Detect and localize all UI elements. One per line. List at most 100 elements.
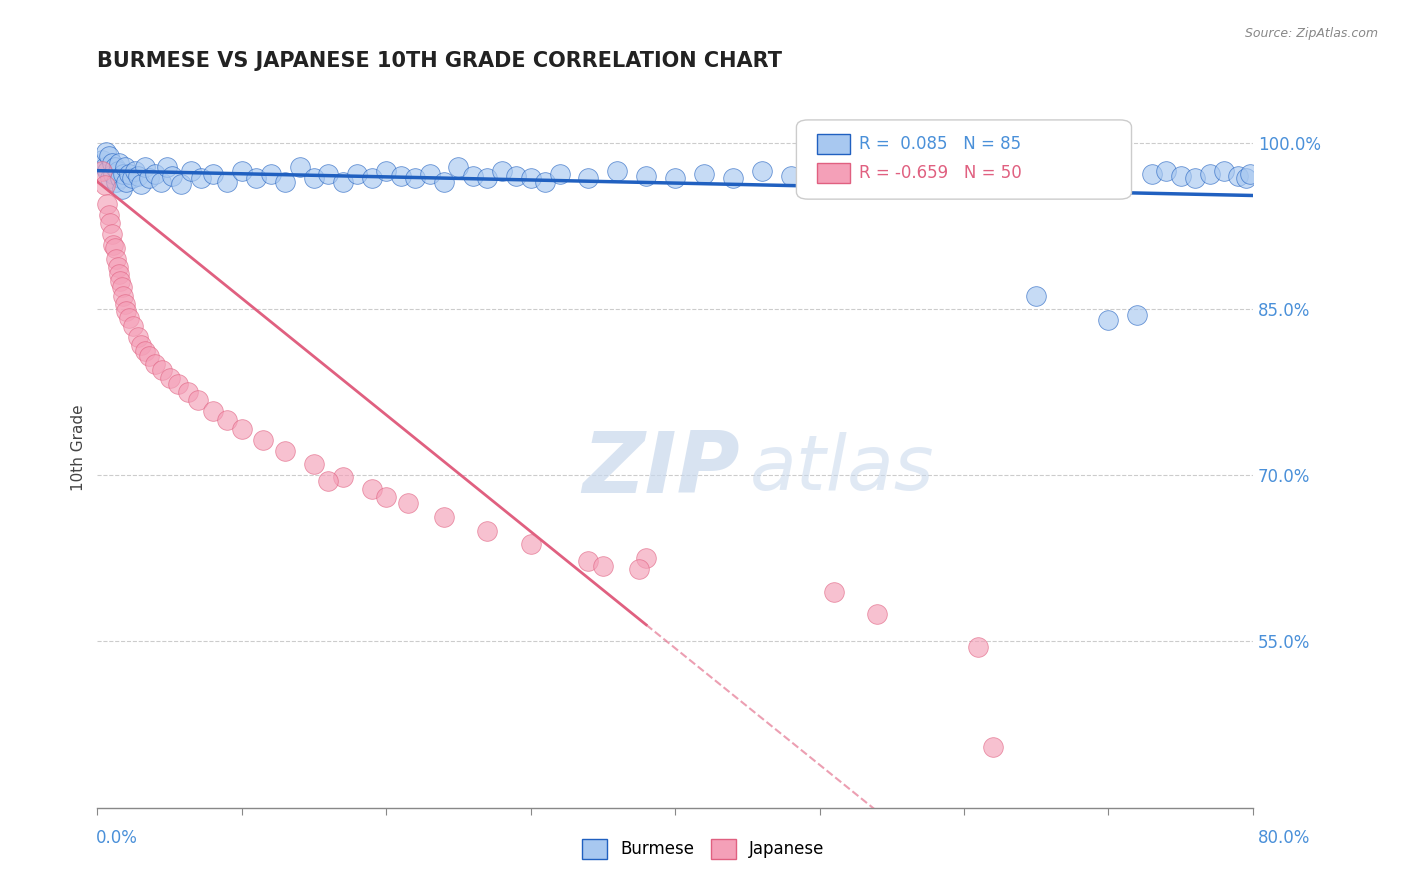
- Point: [318, 167, 340, 181]
- Point: [534, 175, 557, 189]
- Point: [107, 163, 129, 178]
- FancyBboxPatch shape: [796, 120, 1132, 199]
- Text: R =  0.085   N = 85: R = 0.085 N = 85: [859, 136, 1021, 153]
- Point: [93, 161, 115, 175]
- Y-axis label: 10th Grade: 10th Grade: [72, 404, 86, 491]
- Point: [751, 163, 773, 178]
- Point: [143, 358, 166, 372]
- Point: [627, 562, 650, 576]
- Point: [112, 167, 135, 181]
- Point: [103, 237, 125, 252]
- Point: [143, 167, 166, 181]
- Point: [150, 363, 173, 377]
- Point: [332, 470, 354, 484]
- Point: [318, 474, 340, 488]
- Point: [159, 371, 181, 385]
- Point: [332, 175, 354, 189]
- Point: [104, 241, 127, 255]
- Point: [96, 163, 118, 178]
- Point: [1198, 167, 1220, 181]
- Point: [129, 337, 152, 351]
- Point: [115, 304, 138, 318]
- Point: [245, 171, 267, 186]
- Point: [396, 496, 419, 510]
- Point: [1213, 163, 1236, 178]
- Point: [447, 161, 470, 175]
- Point: [505, 169, 527, 183]
- Point: [124, 163, 146, 178]
- Point: [578, 553, 600, 567]
- Point: [129, 177, 152, 191]
- Point: [721, 171, 744, 186]
- Point: [114, 296, 136, 310]
- Point: [1227, 169, 1250, 183]
- Point: [187, 392, 209, 407]
- Point: [837, 175, 859, 189]
- Point: [477, 171, 499, 186]
- Point: [808, 167, 831, 181]
- Point: [419, 167, 441, 181]
- Point: [606, 163, 628, 178]
- Point: [924, 171, 946, 186]
- Point: [105, 175, 128, 189]
- Point: [519, 171, 541, 186]
- Point: [114, 161, 136, 175]
- Point: [404, 171, 426, 186]
- Point: [433, 510, 456, 524]
- Point: [134, 344, 156, 359]
- Point: [112, 289, 135, 303]
- Point: [98, 216, 121, 230]
- Point: [121, 171, 143, 186]
- Point: [519, 537, 541, 551]
- Point: [1069, 167, 1091, 181]
- Point: [252, 433, 274, 447]
- Point: [477, 524, 499, 538]
- Point: [156, 161, 179, 175]
- Point: [896, 167, 918, 181]
- Point: [288, 161, 311, 175]
- Point: [360, 482, 382, 496]
- Point: [389, 169, 412, 183]
- Point: [97, 208, 120, 222]
- Point: [491, 163, 513, 178]
- Point: [548, 167, 571, 181]
- Point: [433, 175, 456, 189]
- Point: [274, 175, 297, 189]
- Point: [779, 169, 801, 183]
- Point: [1239, 167, 1261, 181]
- Point: [866, 161, 889, 175]
- Point: [823, 584, 845, 599]
- Point: [967, 640, 990, 654]
- Text: 0.0%: 0.0%: [96, 829, 138, 847]
- Point: [111, 182, 134, 196]
- Point: [122, 318, 145, 333]
- Text: BURMESE VS JAPANESE 10TH GRADE CORRELATION CHART: BURMESE VS JAPANESE 10TH GRADE CORRELATI…: [97, 51, 782, 70]
- Text: ZIP: ZIP: [582, 427, 741, 510]
- Point: [260, 167, 283, 181]
- Point: [1025, 289, 1047, 303]
- Point: [162, 169, 184, 183]
- Point: [1140, 167, 1163, 181]
- Point: [118, 167, 141, 181]
- Point: [302, 457, 325, 471]
- Point: [981, 739, 1004, 754]
- Point: [967, 163, 990, 178]
- Point: [578, 171, 600, 186]
- Point: [98, 171, 121, 186]
- Point: [101, 227, 124, 241]
- Point: [177, 385, 200, 400]
- Point: [693, 167, 716, 181]
- Point: [180, 163, 202, 178]
- Point: [1184, 171, 1206, 186]
- Point: [995, 169, 1018, 183]
- Point: [127, 330, 149, 344]
- Point: [103, 167, 125, 181]
- Point: [231, 422, 253, 436]
- Point: [97, 149, 120, 163]
- Point: [108, 267, 131, 281]
- Point: [110, 171, 132, 186]
- Text: atlas: atlas: [751, 432, 935, 506]
- FancyBboxPatch shape: [817, 163, 849, 183]
- Point: [108, 156, 131, 170]
- Point: [1170, 169, 1192, 183]
